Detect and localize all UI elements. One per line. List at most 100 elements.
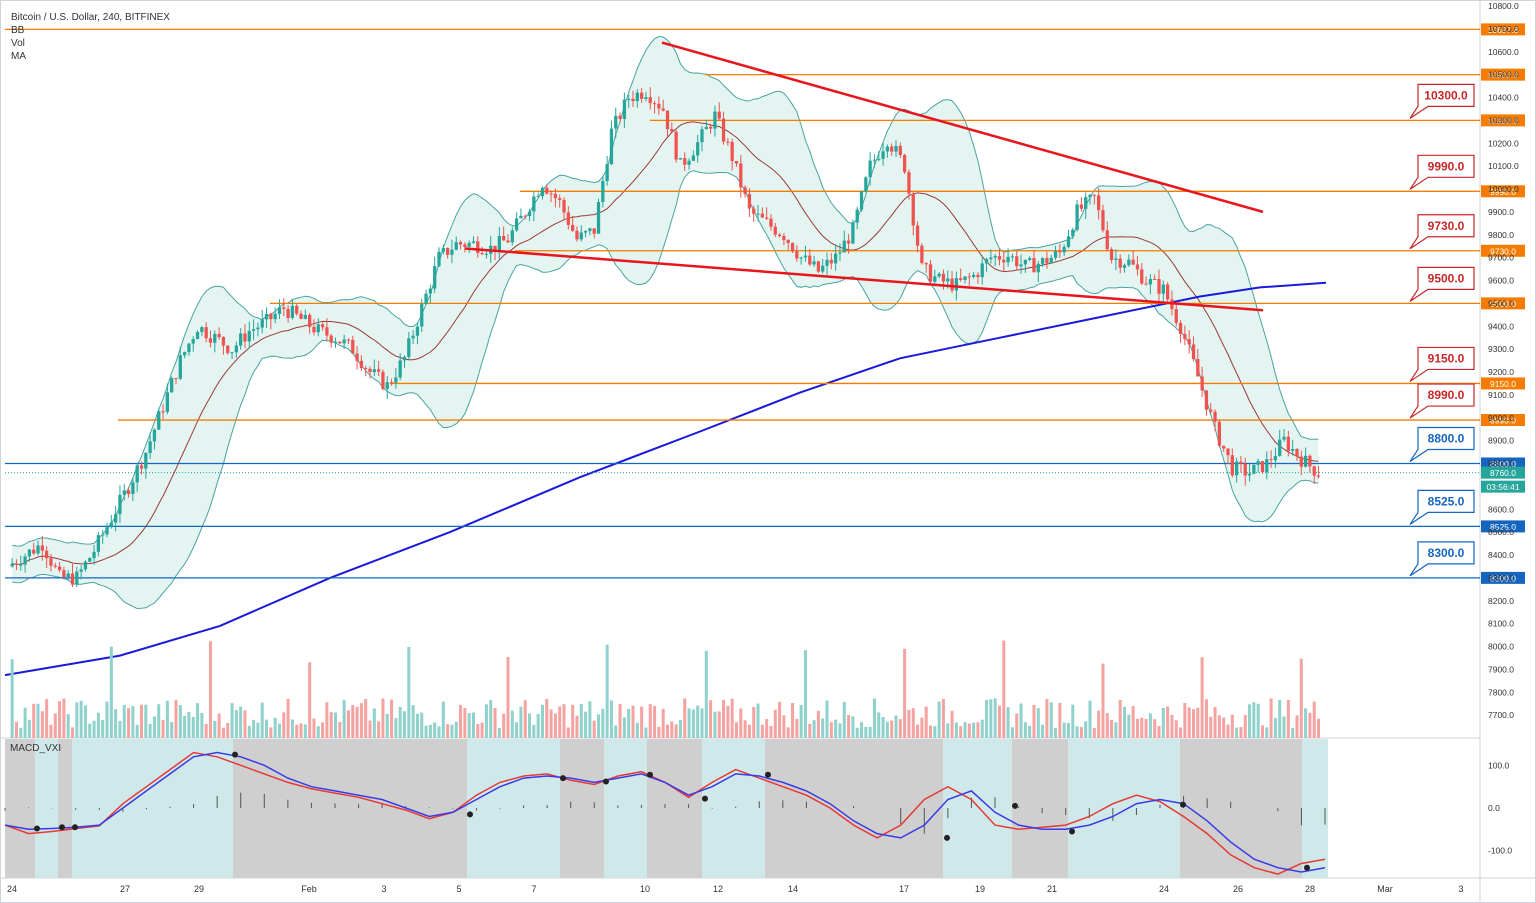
volume-bar (696, 705, 700, 738)
candle-body (769, 218, 773, 227)
volume-bar (558, 706, 562, 738)
volume-bar (1084, 721, 1088, 738)
candle-body (657, 103, 661, 109)
indicator-ma[interactable]: MA (11, 51, 26, 62)
volume-bar (484, 704, 488, 738)
candle-body (562, 199, 566, 213)
candle-body (829, 259, 833, 264)
volume-bar (872, 698, 876, 738)
candle-body (454, 242, 458, 250)
volume-bar (1187, 707, 1191, 738)
volume-bar (1148, 713, 1152, 738)
volume-bar (506, 656, 510, 738)
volume-bar (1209, 716, 1213, 738)
candle-body (1135, 264, 1140, 270)
candle-body (471, 241, 476, 243)
volume-bar (437, 726, 441, 738)
volume-bar (877, 712, 881, 738)
volume-bar (989, 699, 993, 738)
volume-bar (627, 708, 631, 738)
volume-bar (127, 708, 131, 738)
volume-bar (562, 704, 566, 738)
candle-body (799, 257, 803, 259)
candle-body (726, 141, 730, 143)
candle-body (256, 327, 260, 330)
candle-body (1088, 194, 1092, 198)
candle-body (96, 535, 101, 552)
candle-body (342, 339, 346, 344)
volume-bar (441, 701, 445, 738)
candle-body (191, 339, 195, 344)
candle-body (915, 225, 920, 246)
candle-body (920, 245, 924, 264)
candle-body (1049, 257, 1053, 264)
volume-bar (1196, 707, 1200, 738)
candle-body (450, 249, 454, 255)
indicator-bb[interactable]: BB (11, 25, 25, 36)
volume-bar (1260, 725, 1264, 738)
candle-body (1174, 309, 1178, 323)
candle-body (747, 193, 752, 209)
candle-body (40, 545, 44, 551)
candle-body (648, 97, 652, 104)
candle-body (1040, 258, 1045, 264)
level-tag-text-9990.0: 9990.0 (1490, 187, 1516, 197)
candle-body (963, 276, 967, 280)
candle-body (1079, 204, 1084, 209)
candle-body (691, 155, 696, 161)
candle-body (700, 129, 704, 143)
volume-bar (497, 727, 501, 738)
volume-bar (1200, 657, 1204, 738)
volume-bar (993, 698, 997, 738)
candle-body (1196, 359, 1200, 377)
candle-body (290, 305, 295, 318)
macd-cross-dot (59, 824, 65, 831)
volume-bar (88, 723, 92, 738)
candle-body (803, 255, 808, 258)
candle-body (618, 115, 622, 119)
candle-body (441, 247, 445, 252)
candle-body (1148, 279, 1153, 285)
candle-body (1191, 344, 1196, 360)
candle-body (247, 330, 251, 342)
candle-body (614, 115, 618, 129)
volume-bar (898, 719, 902, 738)
candle-body (493, 245, 497, 252)
volume-bar (1222, 717, 1226, 738)
price-tick: 8200.0 (1488, 596, 1514, 606)
candle-body (1127, 259, 1131, 266)
volume-bar (1191, 709, 1196, 738)
volume-bar (213, 720, 217, 738)
macd-cross-dot (647, 771, 653, 778)
volume-bar (334, 712, 338, 738)
volume-bar (791, 703, 795, 738)
macd-region (1180, 739, 1302, 878)
candle-body (1243, 463, 1247, 476)
candle-body (329, 335, 333, 343)
candle-body (1183, 333, 1187, 340)
candle-body (872, 159, 877, 161)
volume-bar (1135, 718, 1139, 738)
volume-bar (1066, 722, 1070, 738)
candle-body (821, 265, 825, 272)
level-tag-text-9730.0: 9730.0 (1490, 246, 1516, 256)
bollinger-basis (12, 121, 1319, 565)
volume-bar (1049, 702, 1053, 738)
candle-body (855, 209, 859, 223)
candle-body (950, 278, 954, 291)
candle-body (420, 304, 424, 327)
volume-bar (49, 724, 53, 738)
current-price-tag (1481, 466, 1525, 479)
candle-body (1295, 448, 1299, 457)
macd-title[interactable]: MACD_VXI (10, 743, 62, 754)
macd-cross-dot (1304, 864, 1310, 871)
lower-trendline (464, 247, 1264, 312)
candle-body (661, 108, 665, 111)
volume-bar (851, 716, 855, 738)
candle-body (527, 211, 532, 216)
volume-bar (204, 723, 208, 738)
callout-text-9150.0: 9150.0 (1428, 351, 1465, 365)
candle-body (933, 276, 937, 282)
indicator-vol[interactable]: Vol (11, 38, 25, 49)
